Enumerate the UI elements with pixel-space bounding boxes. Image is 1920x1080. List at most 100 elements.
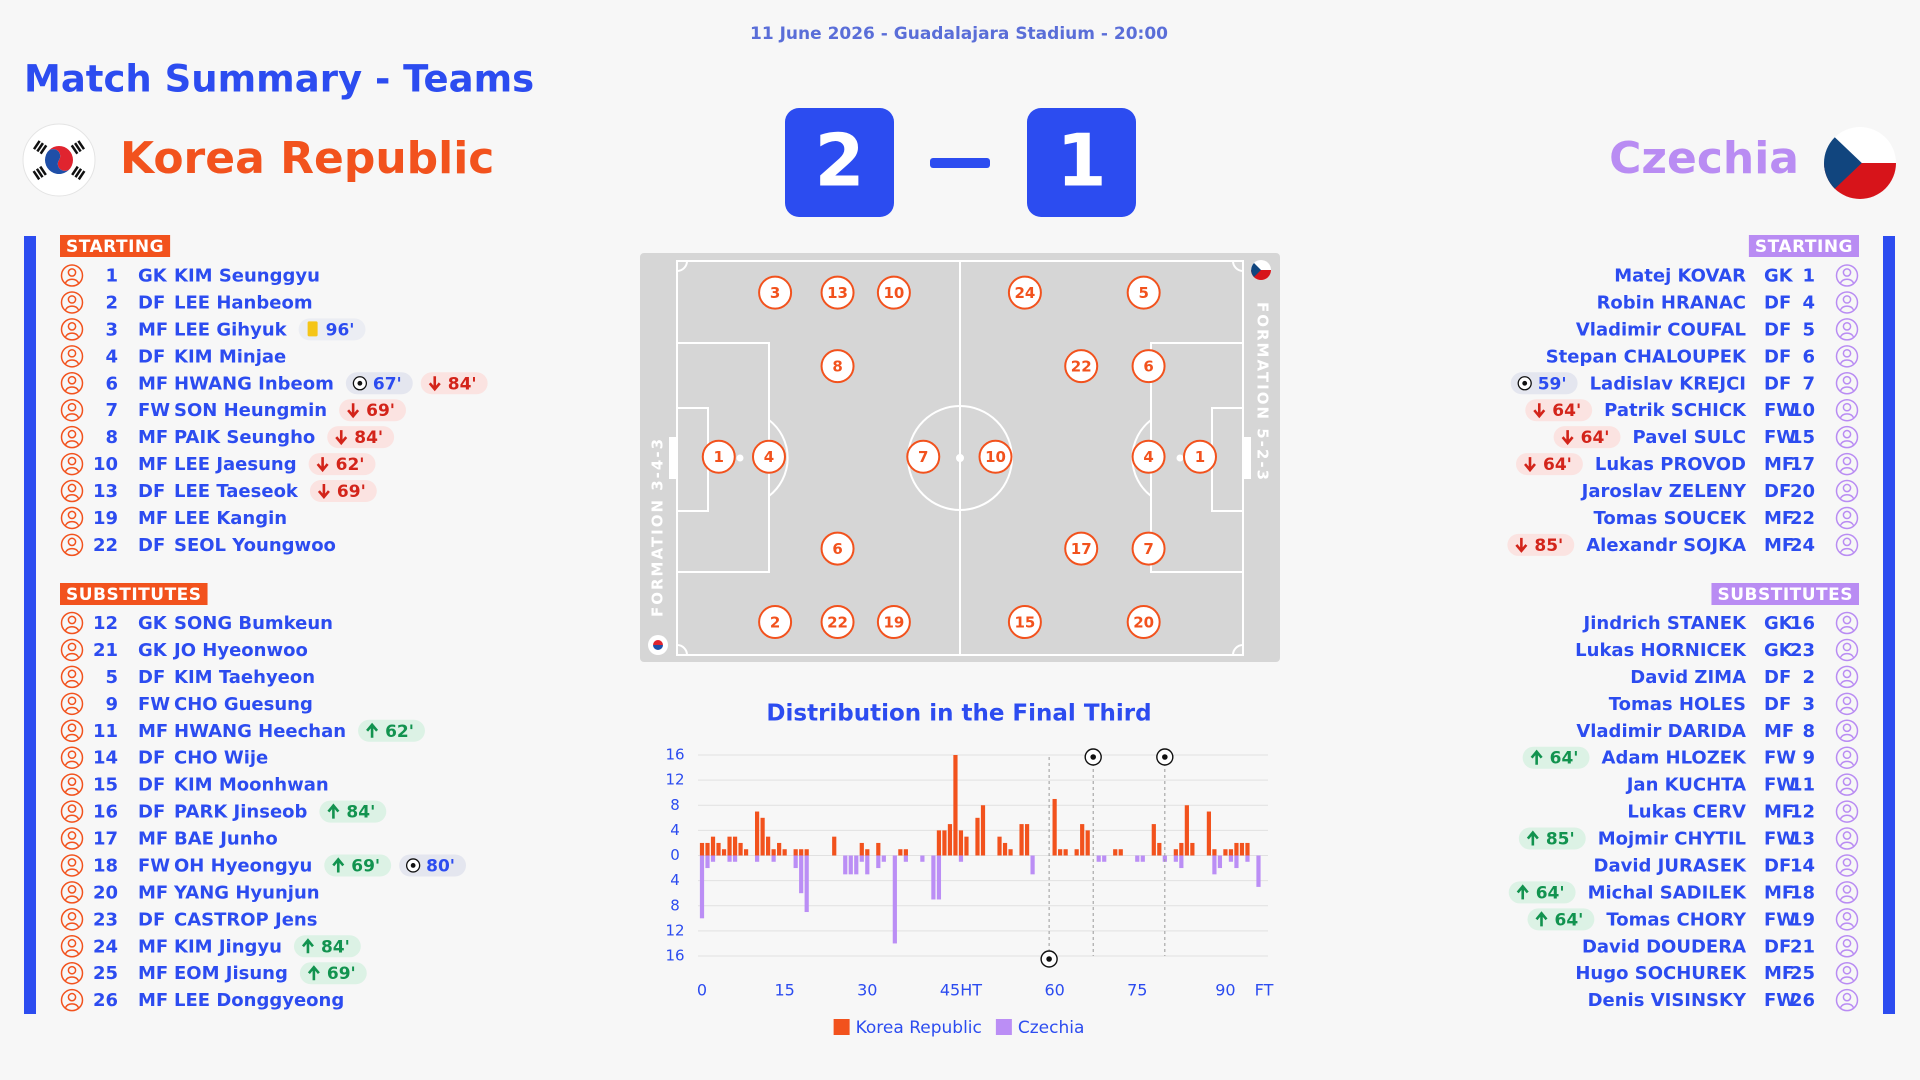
x-tick-label: 75: [1127, 981, 1147, 1000]
avatar-ring: [60, 398, 84, 422]
player-number: 16: [93, 802, 118, 823]
player-position: DF: [138, 481, 165, 502]
away-flag: [1824, 127, 1896, 199]
avatar-ring: [60, 318, 84, 341]
sub-off-icon: [316, 457, 329, 473]
legend-swatch: [833, 1019, 850, 1035]
avatar-body: [1839, 547, 1855, 553]
event-minute: 84': [354, 428, 383, 448]
away-side-bar: [1883, 236, 1895, 1014]
player-name: LEE Kangin: [174, 508, 287, 529]
event-badge-bg: [339, 399, 406, 422]
player-name: HWANG Inbeom: [174, 373, 334, 394]
home-score: 2: [814, 119, 864, 203]
player-avatar: [60, 881, 84, 904]
pitch-player-number: 22: [1071, 358, 1092, 376]
section-label: SUBSTITUTES: [66, 585, 202, 605]
event-badge-bg: [299, 962, 367, 985]
bar: [721, 849, 727, 856]
player-number: 5: [105, 667, 118, 688]
event-badge-bg: [309, 480, 377, 503]
player-position: FW: [1764, 427, 1796, 448]
player-number: 13: [93, 481, 118, 502]
bar: [859, 842, 864, 856]
pitch-player-number: 13: [827, 284, 848, 302]
player-avatar: [60, 533, 84, 557]
player-name: Jindrich STANEK: [1582, 613, 1748, 634]
avatar-body: [64, 440, 80, 446]
player-name: CHO Guesung: [174, 694, 313, 715]
avatar-head: [1842, 938, 1852, 948]
player-name: David JURASEK: [1594, 855, 1748, 876]
player-position: MF: [138, 936, 168, 957]
event-badge-bg: [1522, 746, 1590, 769]
player-name: KIM Minjae: [174, 346, 286, 367]
event-minute: 84': [321, 937, 350, 957]
avatar-head: [67, 777, 77, 786]
player-number: 23: [1790, 640, 1815, 661]
bar: [771, 855, 776, 862]
player-position: GK: [138, 266, 168, 287]
pitch-away-flag: [1251, 260, 1271, 280]
event-badge: 64': [1525, 399, 1593, 422]
avatar-ring: [1835, 988, 1859, 1012]
sub-on-icon: [1526, 830, 1539, 846]
pitch-player: [1064, 531, 1099, 566]
avatar-head: [1842, 965, 1852, 975]
player-number: 24: [93, 936, 118, 957]
avatar-ring: [60, 533, 84, 557]
player-position: FW: [138, 855, 170, 876]
avatar-head: [1842, 804, 1852, 813]
player-name: YANG Hyunjun: [173, 882, 320, 903]
player-number: 11: [93, 721, 118, 742]
avatar-body: [1839, 278, 1855, 284]
y-tick-label: 16: [665, 746, 684, 764]
section-label: STARTING: [1755, 237, 1853, 257]
avatar-body: [1839, 652, 1855, 658]
player-position: MF: [1764, 721, 1794, 742]
avatar-ring: [1835, 719, 1859, 743]
bar: [1030, 855, 1035, 875]
avatar-head: [67, 992, 77, 1002]
bar: [705, 842, 710, 856]
pitch-player-number: 4: [764, 448, 774, 466]
home-team-name: Korea Republic: [120, 133, 494, 184]
player-avatar: [1835, 398, 1859, 422]
event-badge: 84': [293, 935, 361, 958]
bar: [997, 836, 1002, 856]
player-position: FW: [1764, 400, 1796, 421]
avatar-ring: [60, 988, 84, 1012]
pitch-player: [876, 275, 911, 310]
pitch-player: [1126, 605, 1161, 640]
player-name: KIM Taehyeon: [174, 667, 315, 688]
player-avatar: [60, 425, 84, 449]
pitch-player-number: 1: [1195, 448, 1205, 466]
player-number: 1: [105, 266, 118, 287]
pitch-player-number: 3: [770, 284, 780, 302]
event-minute: 85': [1534, 536, 1563, 556]
avatar-body: [64, 868, 80, 874]
avatar-body: [64, 922, 80, 928]
avatar-ring: [60, 800, 84, 823]
bar: [1113, 849, 1118, 856]
avatar-body: [64, 976, 80, 982]
player-avatar: [60, 611, 84, 635]
bar: [1173, 849, 1178, 856]
sub-off-icon: [1561, 430, 1574, 446]
player-position: MF: [138, 963, 168, 984]
bar: [804, 849, 809, 856]
bar: [975, 817, 980, 856]
event-badge: 64': [1553, 426, 1621, 449]
event-minute: 69': [366, 401, 395, 421]
event-minute: 64': [1555, 910, 1584, 930]
player-number: 19: [1790, 909, 1815, 930]
away-score-box: [1027, 108, 1136, 217]
avatar-head: [1842, 268, 1852, 277]
bar: [771, 849, 776, 856]
player-avatar: [60, 692, 84, 716]
player-number: 2: [1802, 667, 1815, 688]
avatar-ring: [60, 827, 84, 850]
y-tick-label: 16: [665, 947, 684, 965]
avatar-ring: [1835, 638, 1859, 662]
